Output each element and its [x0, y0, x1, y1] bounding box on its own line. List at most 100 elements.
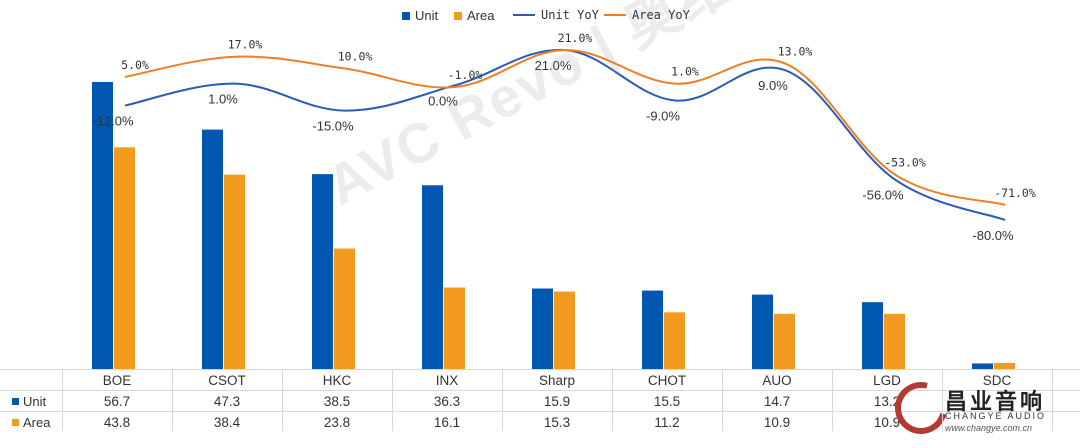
legend-swatch-area-yoy: [604, 14, 626, 16]
label-unit-yoy-auo: 9.0%: [758, 78, 788, 93]
category-label-hkc: HKC: [322, 372, 352, 388]
category-label-sharp: Sharp: [538, 372, 576, 388]
category-label-boe: BOE: [102, 372, 132, 388]
label-unit-yoy-chot: -9.0%: [646, 108, 680, 123]
table-divider: [392, 369, 393, 431]
label-area-yoy-boe: 5.0%: [121, 58, 149, 72]
label-unit-yoy-sharp: 21.0%: [535, 58, 572, 73]
bar-area-auo: [774, 313, 795, 369]
logo-url: www.changye.com.cn: [945, 423, 1033, 433]
table-cell: 16.1: [433, 414, 461, 430]
label-unit-yoy-csot: 1.0%: [208, 92, 238, 107]
table-divider: [172, 369, 173, 431]
legend-swatch-area: [454, 11, 462, 20]
label-unit-yoy-sdc: -80.0%: [972, 228, 1014, 243]
table-row-unit: Unit 56.7 47.3 38.5 36.3 15.9 15.5 14.7 13.2: [0, 390, 1080, 411]
legend: Unit Area Unit YoY Area YoY: [0, 8, 1080, 28]
bar-area-hkc: [334, 248, 355, 369]
table-header-row: BOE CSOT HKC INX Sharp CHOT AUO LGD SDC: [0, 369, 1080, 390]
label-area-yoy-hkc: 10.0%: [338, 50, 373, 64]
table-cell: 38.5: [323, 393, 351, 409]
bar-unit-hkc: [312, 174, 333, 369]
bar-unit-sharp: [532, 288, 553, 369]
category-label-sdc: SDC: [982, 372, 1012, 388]
bar-unit-boe: [92, 82, 113, 369]
label-area-yoy-lgd: -53.0%: [884, 156, 926, 170]
label-area-yoy-auo: 13.0%: [778, 44, 813, 58]
table-cell: 15.5: [653, 393, 681, 409]
table-divider: [612, 369, 613, 431]
table-cell: 14.7: [763, 393, 791, 409]
logo-subtitle: CHANGYE AUDIO: [945, 411, 1047, 421]
label-area-yoy-sdc: -71.0%: [994, 186, 1036, 200]
table-cell: 15.9: [543, 393, 571, 409]
table-divider: [832, 369, 833, 431]
table-cell: 38.4: [213, 414, 241, 430]
label-area-yoy-chot: 1.0%: [671, 65, 699, 79]
table-divider: [722, 369, 723, 431]
label-area-yoy-inx: -1.0%: [448, 68, 483, 82]
bar-area-sharp: [554, 291, 575, 369]
table-divider: [1052, 369, 1053, 431]
legend-item-unit-yoy: Unit YoY: [513, 8, 599, 22]
table-row-label: Area: [23, 414, 51, 430]
legend-label-area-yoy: Area YoY: [632, 8, 690, 22]
data-table: BOE CSOT HKC INX Sharp CHOT AUO LGD SDC Unit 56.7 4…: [0, 369, 1080, 431]
table-cell: 10.9: [763, 414, 791, 430]
legend-item-unit: Unit: [402, 8, 438, 23]
table-cell: 36.3: [433, 393, 461, 409]
label-unit-yoy-hkc: -15.0%: [312, 119, 354, 134]
table-cell: 43.8: [103, 414, 131, 430]
table-cell: 47.3: [213, 393, 241, 409]
table-divider: [62, 369, 63, 431]
bar-unit-csot: [202, 129, 223, 369]
table-divider: [502, 369, 503, 431]
legend-swatch-unit: [402, 11, 410, 20]
bar-area-sdc: [994, 362, 1015, 369]
table-cell: 11.2: [654, 414, 680, 430]
legend-label-area: Area: [467, 8, 495, 23]
line-area-yoy: [124, 48, 1006, 206]
logo-name: 昌业音响: [945, 389, 1046, 414]
category-label-csot: CSOT: [208, 372, 246, 388]
label-area-yoy-sharp: 21.0%: [558, 31, 593, 45]
table-cell: 23.8: [323, 414, 351, 430]
label-unit-yoy-inx: 0.0%: [428, 93, 458, 108]
label-area-yoy-csot: 17.0%: [228, 38, 263, 52]
table-key-swatch: [12, 418, 19, 426]
table-cell: 15.3: [543, 414, 571, 430]
bar-area-inx: [444, 287, 465, 369]
label-unit-yoy-lgd: -56.0%: [862, 188, 904, 203]
bar-unit-auo: [752, 294, 773, 369]
bar-unit-sdc: [972, 363, 993, 369]
bar-unit-inx: [422, 185, 443, 369]
table-divider: [282, 369, 283, 431]
table-cell: 56.7: [103, 393, 131, 409]
bar-area-csot: [224, 174, 245, 369]
bar-unit-chot: [642, 290, 663, 369]
legend-label-unit: Unit: [415, 8, 439, 23]
bar-area-boe: [114, 147, 135, 369]
category-label-auo: AUO: [762, 372, 792, 388]
legend-item-area-yoy: Area YoY: [604, 8, 690, 22]
legend-item-area: Area: [454, 8, 494, 23]
label-unit-yoy-boe: -12.0%: [92, 114, 134, 129]
logo: 昌业音响 CHANGYE AUDIO www.changye.com.cn: [885, 372, 1075, 446]
legend-label-unit-yoy: Unit YoY: [541, 8, 599, 22]
table-cell: 13.2: [873, 393, 901, 409]
chart-plot: -12.0% 1.0% -15.0% 0.0% 21.0% -9.0% 9.0% -56.0%…: [92, 31, 1036, 369]
legend-swatch-unit-yoy: [513, 14, 535, 16]
table-row-header: Area: [12, 412, 64, 432]
table-row-area: Area 43.8 38.4 23.8 16.1 15.3 11.2 10.9 10.9: [0, 411, 1080, 432]
bar-area-lgd: [884, 313, 905, 369]
table-row-header: Unit: [12, 391, 64, 411]
table-divider: [942, 369, 943, 431]
table-row-label: Unit: [23, 393, 47, 409]
category-label-chot: CHOT: [647, 372, 687, 388]
bar-area-chot: [664, 312, 685, 369]
bar-unit-lgd: [862, 302, 883, 369]
category-label-lgd: LGD: [873, 372, 901, 388]
table-cell: 10.9: [873, 414, 901, 430]
category-label-inx: INX: [435, 372, 459, 388]
table-key-swatch: [12, 397, 19, 405]
